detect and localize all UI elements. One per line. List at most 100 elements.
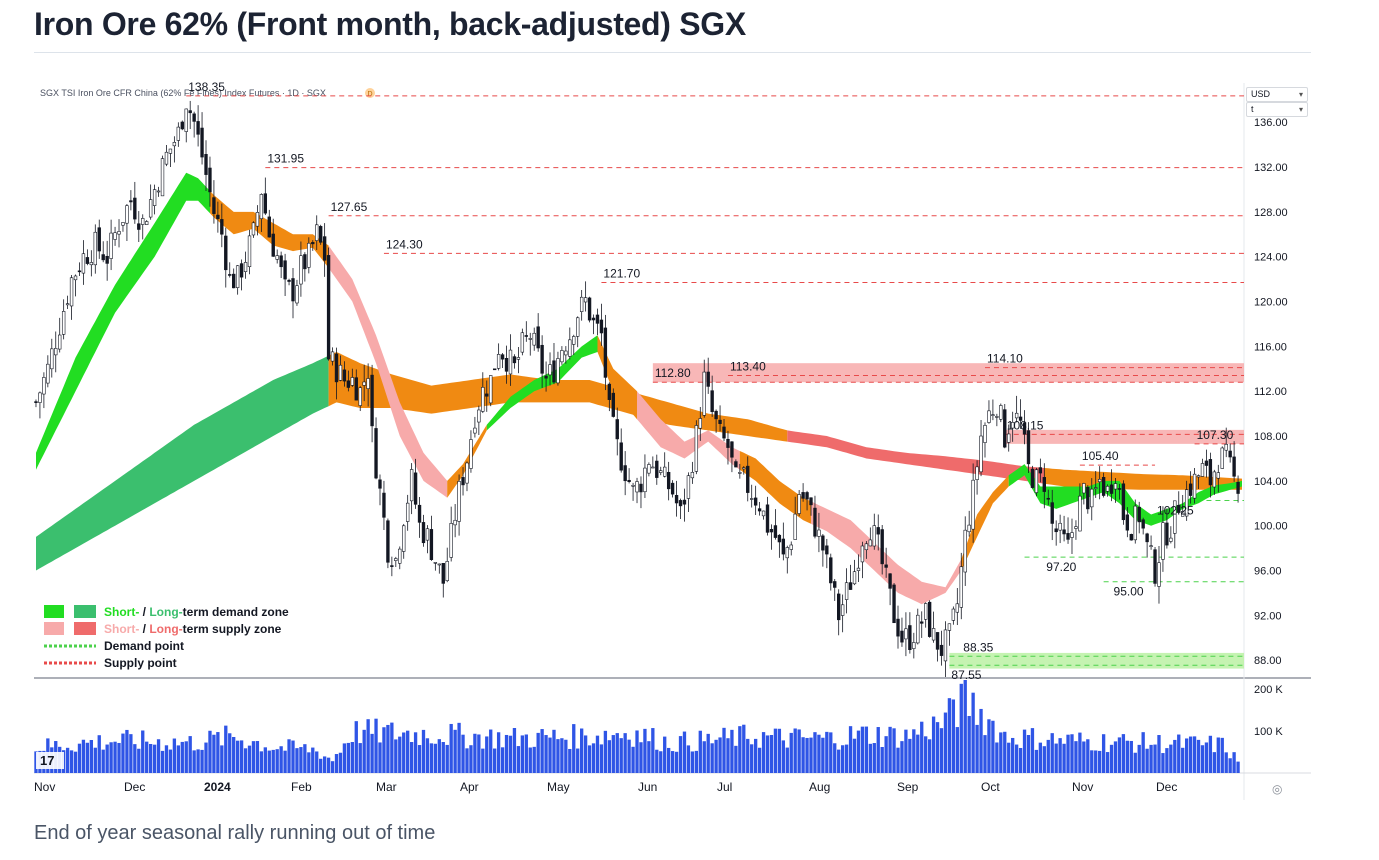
candle-body xyxy=(283,260,287,280)
candle-body xyxy=(421,522,426,544)
candle-body xyxy=(1050,502,1054,524)
candle-body xyxy=(1204,460,1209,466)
candle-body xyxy=(1078,495,1082,532)
volume-bar xyxy=(224,725,228,773)
candle-body xyxy=(235,265,240,288)
volume-bar xyxy=(1038,742,1043,773)
candle-body xyxy=(489,375,493,404)
volume-bar xyxy=(295,748,299,773)
candle-body xyxy=(453,519,457,526)
volume-bar xyxy=(374,718,378,773)
unit-select[interactable]: t ▾ xyxy=(1246,102,1308,117)
candle-body xyxy=(761,510,766,517)
volume-bar xyxy=(425,738,430,773)
candle-body xyxy=(872,525,876,547)
candle-body xyxy=(145,221,149,225)
currency-select[interactable]: USD ▾ xyxy=(1246,87,1308,102)
candle-body xyxy=(793,513,797,540)
volume-bar xyxy=(113,741,117,773)
candle-body xyxy=(504,358,509,372)
volume-bar xyxy=(603,730,608,773)
volume-bar xyxy=(1157,735,1161,773)
candle-body xyxy=(635,481,639,493)
level-label: 131.95 xyxy=(267,152,304,166)
candle-body xyxy=(469,439,473,469)
volume-bar xyxy=(469,745,473,773)
candle-body xyxy=(1014,412,1019,419)
candle-body xyxy=(164,151,169,165)
candle-body xyxy=(1109,484,1114,494)
volume-bar xyxy=(370,733,374,773)
y-tick-label: 112.00 xyxy=(1254,386,1287,398)
volume-bar xyxy=(1003,731,1007,773)
volume-bar xyxy=(148,743,153,773)
volume-bar xyxy=(1196,739,1201,773)
candle-body xyxy=(726,438,730,448)
candle-body xyxy=(1169,537,1173,542)
candle-body xyxy=(718,419,722,424)
candle-body xyxy=(967,524,971,533)
volume-bar xyxy=(358,743,362,773)
candle-body xyxy=(42,377,46,395)
candle-body xyxy=(548,364,552,376)
candle-body xyxy=(817,529,821,537)
volume-bar xyxy=(409,742,414,773)
y-tick-label: 92.00 xyxy=(1254,610,1282,622)
candle-body xyxy=(334,353,339,383)
candle-body xyxy=(402,525,406,552)
candle-body xyxy=(251,222,256,236)
volume-bar xyxy=(765,735,770,773)
candle-body xyxy=(1058,522,1062,531)
candle-body xyxy=(188,110,192,114)
volume-bar xyxy=(1014,744,1019,773)
candle-body xyxy=(813,507,817,537)
volume-bar xyxy=(785,747,789,773)
clock-icon[interactable]: ◎ xyxy=(1272,782,1283,796)
candle-body xyxy=(38,392,42,403)
candle-body xyxy=(1196,475,1201,478)
candle-body xyxy=(702,371,706,416)
volume-bar xyxy=(821,737,825,773)
y-tick-label: 88.00 xyxy=(1254,655,1282,667)
candle-body xyxy=(757,508,762,512)
volume-bar xyxy=(251,741,256,773)
volume-bar xyxy=(287,739,291,773)
volume-bar xyxy=(829,732,833,773)
x-tick-label: May xyxy=(547,780,570,794)
volume-bar xyxy=(504,734,509,773)
candle-body xyxy=(69,277,74,307)
candle-body xyxy=(939,644,944,656)
volume-bar xyxy=(129,734,133,773)
volume-bar xyxy=(311,747,315,773)
volume-bar xyxy=(868,743,872,773)
candle-body xyxy=(706,371,710,387)
level-label: 121.70 xyxy=(603,266,640,280)
candle-body xyxy=(552,360,556,383)
candle-body xyxy=(156,190,161,193)
candle-body xyxy=(722,426,726,439)
candle-body xyxy=(152,189,157,206)
volume-bar xyxy=(852,738,857,773)
candle-body xyxy=(133,197,137,220)
candle-body xyxy=(1082,483,1086,494)
y-tick-label: 136.00 xyxy=(1254,117,1288,129)
candle-body xyxy=(615,419,619,440)
volume-bar xyxy=(164,745,169,773)
volume-bar xyxy=(232,736,236,773)
candle-body xyxy=(623,465,627,482)
x-tick-label: Jun xyxy=(638,780,657,794)
candle-body xyxy=(481,387,485,412)
volume-bar xyxy=(548,737,552,773)
candle-body xyxy=(1105,486,1110,492)
volume-bar xyxy=(346,742,351,773)
candle-body xyxy=(1153,549,1157,584)
volume-bar xyxy=(97,735,101,773)
volume-bar xyxy=(876,727,880,773)
volume-bar xyxy=(1224,752,1228,773)
volume-bar xyxy=(722,727,726,773)
candle-body xyxy=(370,374,374,427)
candle-body xyxy=(1003,409,1007,448)
volume-bar xyxy=(342,743,347,773)
volume-bar xyxy=(1121,734,1126,773)
